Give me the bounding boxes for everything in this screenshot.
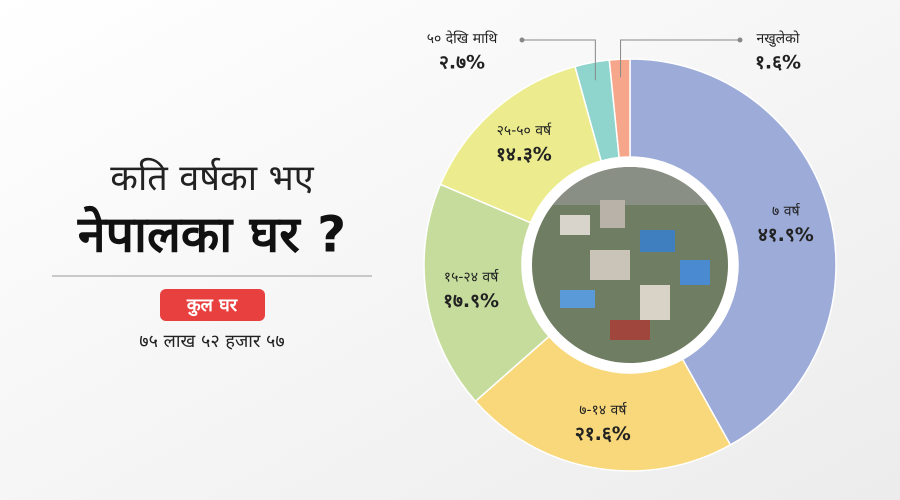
total: ७५ लाख ५२ हजार ५७ bbox=[139, 331, 285, 352]
badge bbox=[160, 289, 265, 321]
value-label: १४.३% bbox=[496, 143, 552, 165]
house bbox=[600, 200, 625, 228]
leader-line bbox=[620, 39, 740, 78]
value-label: ४१.९% bbox=[758, 224, 814, 246]
badge-text: कुल घर bbox=[186, 295, 238, 317]
house bbox=[590, 250, 630, 280]
roof bbox=[560, 290, 595, 308]
house bbox=[610, 320, 650, 340]
category-label: ७ वर्ष bbox=[772, 202, 801, 219]
category-label: २५-५० वर्ष bbox=[497, 122, 552, 139]
value-label: २.७% bbox=[439, 52, 485, 74]
value-label: २१.६% bbox=[575, 423, 631, 445]
roof bbox=[640, 230, 675, 252]
category-label: नखुलेको bbox=[756, 30, 799, 47]
category-label: ५० देखि माथि bbox=[427, 30, 499, 47]
roof bbox=[680, 260, 710, 285]
category-label: १५-२४ वर्ष bbox=[444, 269, 499, 286]
category-label: ७-१४ वर्ष bbox=[579, 402, 627, 419]
leader-line bbox=[522, 39, 596, 81]
leader-dot bbox=[519, 37, 525, 43]
value-label: १.६% bbox=[755, 52, 801, 74]
value-label: १७.९% bbox=[443, 290, 499, 312]
leader-dot bbox=[737, 37, 743, 43]
chart-title: कति वर्षका भए bbox=[110, 157, 314, 199]
chart-subtitle: नेपालका घर ? bbox=[77, 206, 346, 264]
house bbox=[640, 285, 670, 320]
house bbox=[560, 215, 590, 235]
